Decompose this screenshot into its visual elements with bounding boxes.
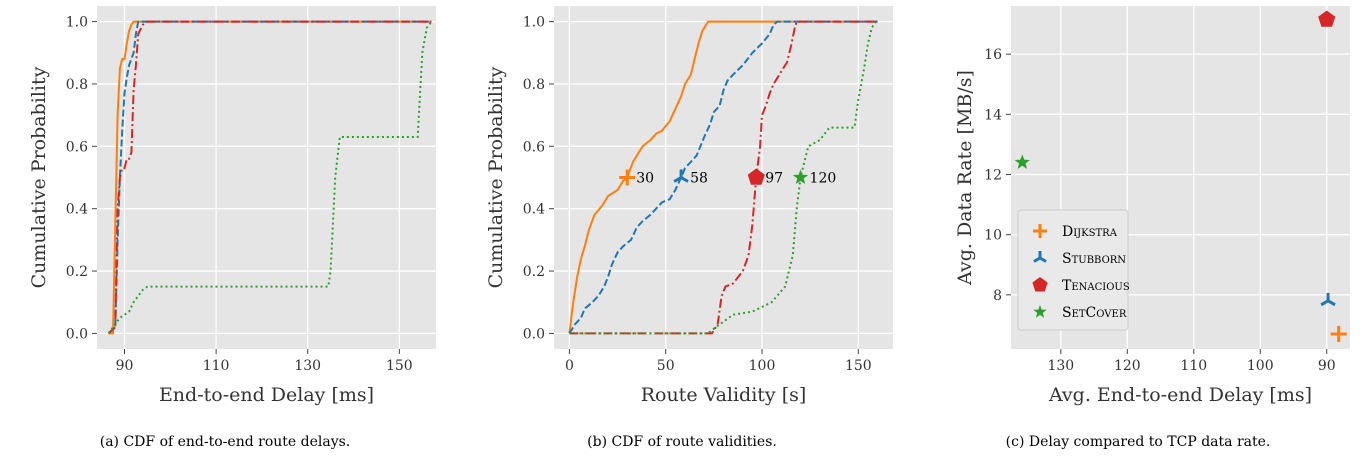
legend-marker-stubborn: [1033, 251, 1047, 263]
y-tick-label: 0.0: [66, 326, 88, 342]
marker-label-dijkstra: 30: [636, 171, 654, 187]
y-tick-label: 14: [984, 107, 1002, 123]
y-axis-label: Avg. Data Rate [MB/s]: [954, 70, 976, 286]
legend-label-dijkstra: Dijkstra: [1062, 224, 1118, 240]
legend-marker-dijkstra: [1033, 224, 1047, 238]
series-line-tenacious: [107, 20, 432, 335]
marker-label-setcover: 120: [810, 171, 837, 187]
caption-b: (b) CDF of route validities.: [587, 434, 777, 450]
marker-label-stubborn: 58: [690, 171, 708, 187]
y-tick-label: 16: [984, 47, 1002, 63]
y-tick-label: 0.6: [523, 139, 545, 155]
marker-stubborn-arm1: [673, 176, 682, 183]
scatter-point-stubborn-arm1: [1320, 299, 1329, 307]
marker-dijkstra: [619, 169, 636, 186]
x-axis-label: Avg. End-to-end Delay [ms]: [1048, 384, 1312, 406]
x-tick-label: 90: [116, 358, 134, 374]
marker-setcover: [792, 169, 809, 184]
scatter-point-tenacious: [1318, 10, 1336, 27]
legend-label-setcover: SetCover: [1062, 305, 1127, 321]
caption-c: (c) Delay compared to TCP data rate.: [1006, 434, 1271, 450]
y-tick-label: 8: [993, 288, 1002, 304]
marker-label-tenacious: 97: [765, 171, 783, 187]
x-tick-label: 110: [203, 358, 230, 374]
series-line-stubborn: [568, 20, 878, 334]
legend-label-tenacious: Tenacious: [1062, 278, 1130, 294]
legend-marker-stubborn-arm1: [1033, 256, 1041, 263]
y-axis-label: Cumulative Probability: [28, 66, 50, 288]
plot-area: [97, 6, 436, 349]
x-tick-label: 90: [1318, 358, 1336, 374]
x-axis-label: Route Validity [s]: [641, 384, 807, 406]
scatter-point-setcover: [1014, 154, 1030, 169]
legend-box: [1017, 209, 1129, 331]
chart-a-delay-cdf: 90 110 130 150 0.0 0.2 0.4 0.6 0.8 1.0 End-to-end …: [28, 6, 436, 406]
chart-c-delay-vs-rate: 130 120 110 100 90 8 10 12 14 16 Avg. End-to-end D…: [954, 6, 1350, 406]
x-tick-label: 150: [386, 358, 413, 374]
scatter-point-stubborn: [1320, 292, 1336, 307]
series-line-tenacious: [569, 20, 878, 335]
y-tick-label: 10: [984, 228, 1002, 244]
x-axis-label: End-to-end Delay [ms]: [159, 384, 374, 406]
x-tick-label: 150: [845, 358, 872, 374]
x-tick-label: 130: [294, 358, 321, 374]
marker-tenacious: [747, 168, 765, 185]
y-tick-label: 0.0: [523, 326, 545, 342]
legend-marker-tenacious: [1032, 277, 1048, 292]
series-line-dijkstra: [568, 20, 878, 334]
y-tick-label: 1.0: [523, 15, 545, 31]
series-line-setcover: [107, 21, 433, 334]
x-tick-label: 130: [1047, 358, 1074, 374]
y-tick-label: 0.4: [66, 202, 88, 218]
series-line-dijkstra: [108, 20, 432, 335]
x-tick-label: 0: [565, 358, 574, 374]
caption-a: (a) CDF of end-to-end route delays.: [100, 434, 351, 450]
legend-marker-stubborn-arm2: [1039, 256, 1047, 263]
marker-stubborn-arm2: [680, 176, 689, 183]
y-axis-label: Cumulative Probability: [485, 66, 507, 288]
marker-stubborn: [673, 169, 689, 183]
y-tick-label: 12: [984, 167, 1002, 183]
chart-b-validity-cdf: 0 50 100 150 0.0 0.2 0.4 0.6 0.8 1.0 Route Validit…: [485, 6, 893, 406]
y-tick-label: 0.2: [66, 264, 88, 280]
plot-area: [554, 6, 893, 349]
x-tick-label: 50: [657, 358, 675, 374]
legend-label-stubborn: Stubborn: [1062, 251, 1126, 267]
x-tick-label: 100: [1247, 358, 1274, 374]
y-tick-label: 0.4: [523, 202, 545, 218]
y-tick-label: 0.6: [66, 139, 88, 155]
x-tick-label: 100: [749, 358, 776, 374]
x-tick-label: 110: [1180, 358, 1207, 374]
scatter-point-stubborn-arm2: [1327, 299, 1336, 307]
y-tick-label: 0.8: [523, 77, 545, 93]
y-tick-label: 1.0: [66, 15, 88, 31]
x-tick-label: 120: [1114, 358, 1141, 374]
legend-marker-setcover: [1033, 305, 1047, 318]
y-tick-label: 0.2: [523, 264, 545, 280]
scatter-point-dijkstra: [1330, 325, 1347, 342]
y-tick-label: 0.8: [66, 77, 88, 93]
